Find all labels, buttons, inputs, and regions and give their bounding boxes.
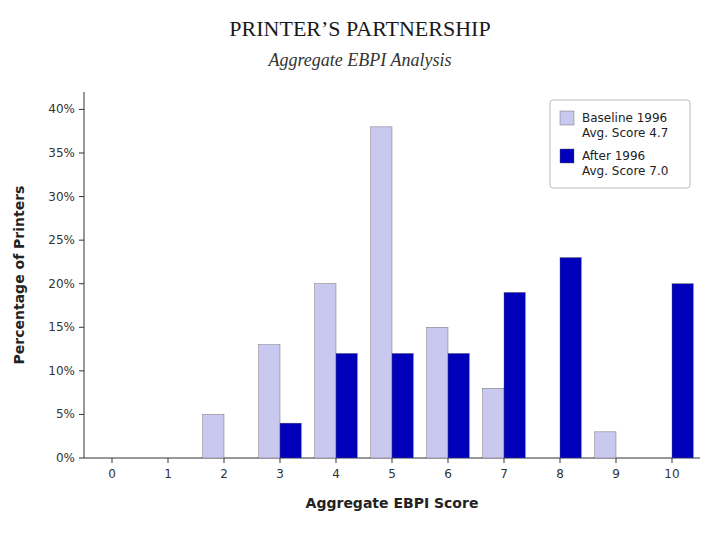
- y-tick: [79, 109, 84, 110]
- x-tick: [336, 458, 337, 463]
- x-tick-label: 8: [556, 467, 564, 481]
- x-tick: [168, 458, 169, 463]
- legend-label-line: Avg. Score 7.0: [582, 164, 668, 178]
- legend-swatch: [560, 111, 574, 125]
- chart: PRINTER’S PARTNERSHIP Aggregate EBPI Anal…: [0, 0, 720, 540]
- bar: [392, 353, 413, 458]
- legend-label-line: Avg. Score 4.7: [582, 126, 668, 140]
- y-tick-label: 5%: [56, 407, 75, 421]
- y-tick: [79, 196, 84, 197]
- bar: [539, 458, 560, 459]
- x-tick-label: 2: [220, 467, 228, 481]
- bar: [560, 258, 581, 458]
- x-tick: [224, 458, 225, 463]
- y-axis-label: Percentage of Printers: [11, 186, 27, 365]
- x-tick: [280, 458, 281, 463]
- y-tick-label: 10%: [48, 364, 75, 378]
- x-tick: [560, 458, 561, 463]
- bar: [504, 292, 525, 458]
- axes: 0% 5% 10% 15% 20% 25% 30% 35% 40% 0 1 2 3 4 5 6 7 8 9 10: [48, 92, 700, 481]
- bar: [280, 423, 301, 458]
- legend-label-line: After 1996: [582, 149, 645, 163]
- y-tick-label: 40%: [48, 102, 75, 116]
- x-tick-label: 0: [108, 467, 116, 481]
- bar: [168, 458, 189, 459]
- x-tick-label: 9: [612, 467, 620, 481]
- bar: [336, 353, 357, 458]
- bar: [112, 458, 133, 459]
- bar: [224, 458, 245, 459]
- bar: [616, 458, 637, 459]
- y-tick-label: 35%: [48, 146, 75, 160]
- bar: [448, 353, 469, 458]
- x-tick-label: 7: [500, 467, 508, 481]
- legend-label: After 1996Avg. Score 7.0: [582, 149, 668, 178]
- y-tick: [79, 370, 84, 371]
- x-tick-label: 4: [332, 467, 340, 481]
- y-tick: [79, 414, 84, 415]
- bar: [483, 388, 504, 458]
- x-tick: [112, 458, 113, 463]
- x-tick-label: 3: [276, 467, 284, 481]
- y-tick-label: 25%: [48, 233, 75, 247]
- y-tick: [79, 153, 84, 154]
- x-tick-label: 6: [444, 467, 452, 481]
- title: PRINTER’S PARTNERSHIP: [229, 16, 490, 41]
- bar: [203, 414, 224, 458]
- y-tick: [79, 327, 84, 328]
- bar: [651, 458, 672, 459]
- x-tick: [504, 458, 505, 463]
- x-tick: [448, 458, 449, 463]
- y-tick-label: 20%: [48, 277, 75, 291]
- legend-label: Baseline 1996Avg. Score 4.7: [582, 111, 668, 140]
- y-tick-label: 0%: [56, 451, 75, 465]
- x-tick: [672, 458, 673, 463]
- y-tick-label: 30%: [48, 190, 75, 204]
- bar: [595, 432, 616, 458]
- bar: [315, 284, 336, 458]
- x-tick: [392, 458, 393, 463]
- legend-swatch: [560, 149, 574, 163]
- x-tick-label: 1: [164, 467, 172, 481]
- bar: [259, 345, 280, 458]
- y-tick-label: 15%: [48, 320, 75, 334]
- x-tick-label: 5: [388, 467, 396, 481]
- legend-label-line: Baseline 1996: [582, 111, 667, 125]
- bar: [147, 458, 168, 459]
- bars: [203, 127, 694, 458]
- subtitle: Aggregate EBPI Analysis: [268, 50, 452, 70]
- bar: [371, 127, 392, 458]
- bar: [427, 327, 448, 458]
- legend: Baseline 1996Avg. Score 4.7After 1996Avg…: [550, 100, 690, 188]
- y-tick: [79, 458, 84, 459]
- y-axis-line: [84, 92, 85, 458]
- legend-box: [550, 100, 690, 188]
- y-tick: [79, 240, 84, 241]
- x-tick: [616, 458, 617, 463]
- y-tick: [79, 283, 84, 284]
- bar: [672, 284, 693, 458]
- x-tick-label: 10: [664, 467, 679, 481]
- x-axis-label: Aggregate EBPI Score: [306, 495, 479, 511]
- bar: [91, 458, 112, 459]
